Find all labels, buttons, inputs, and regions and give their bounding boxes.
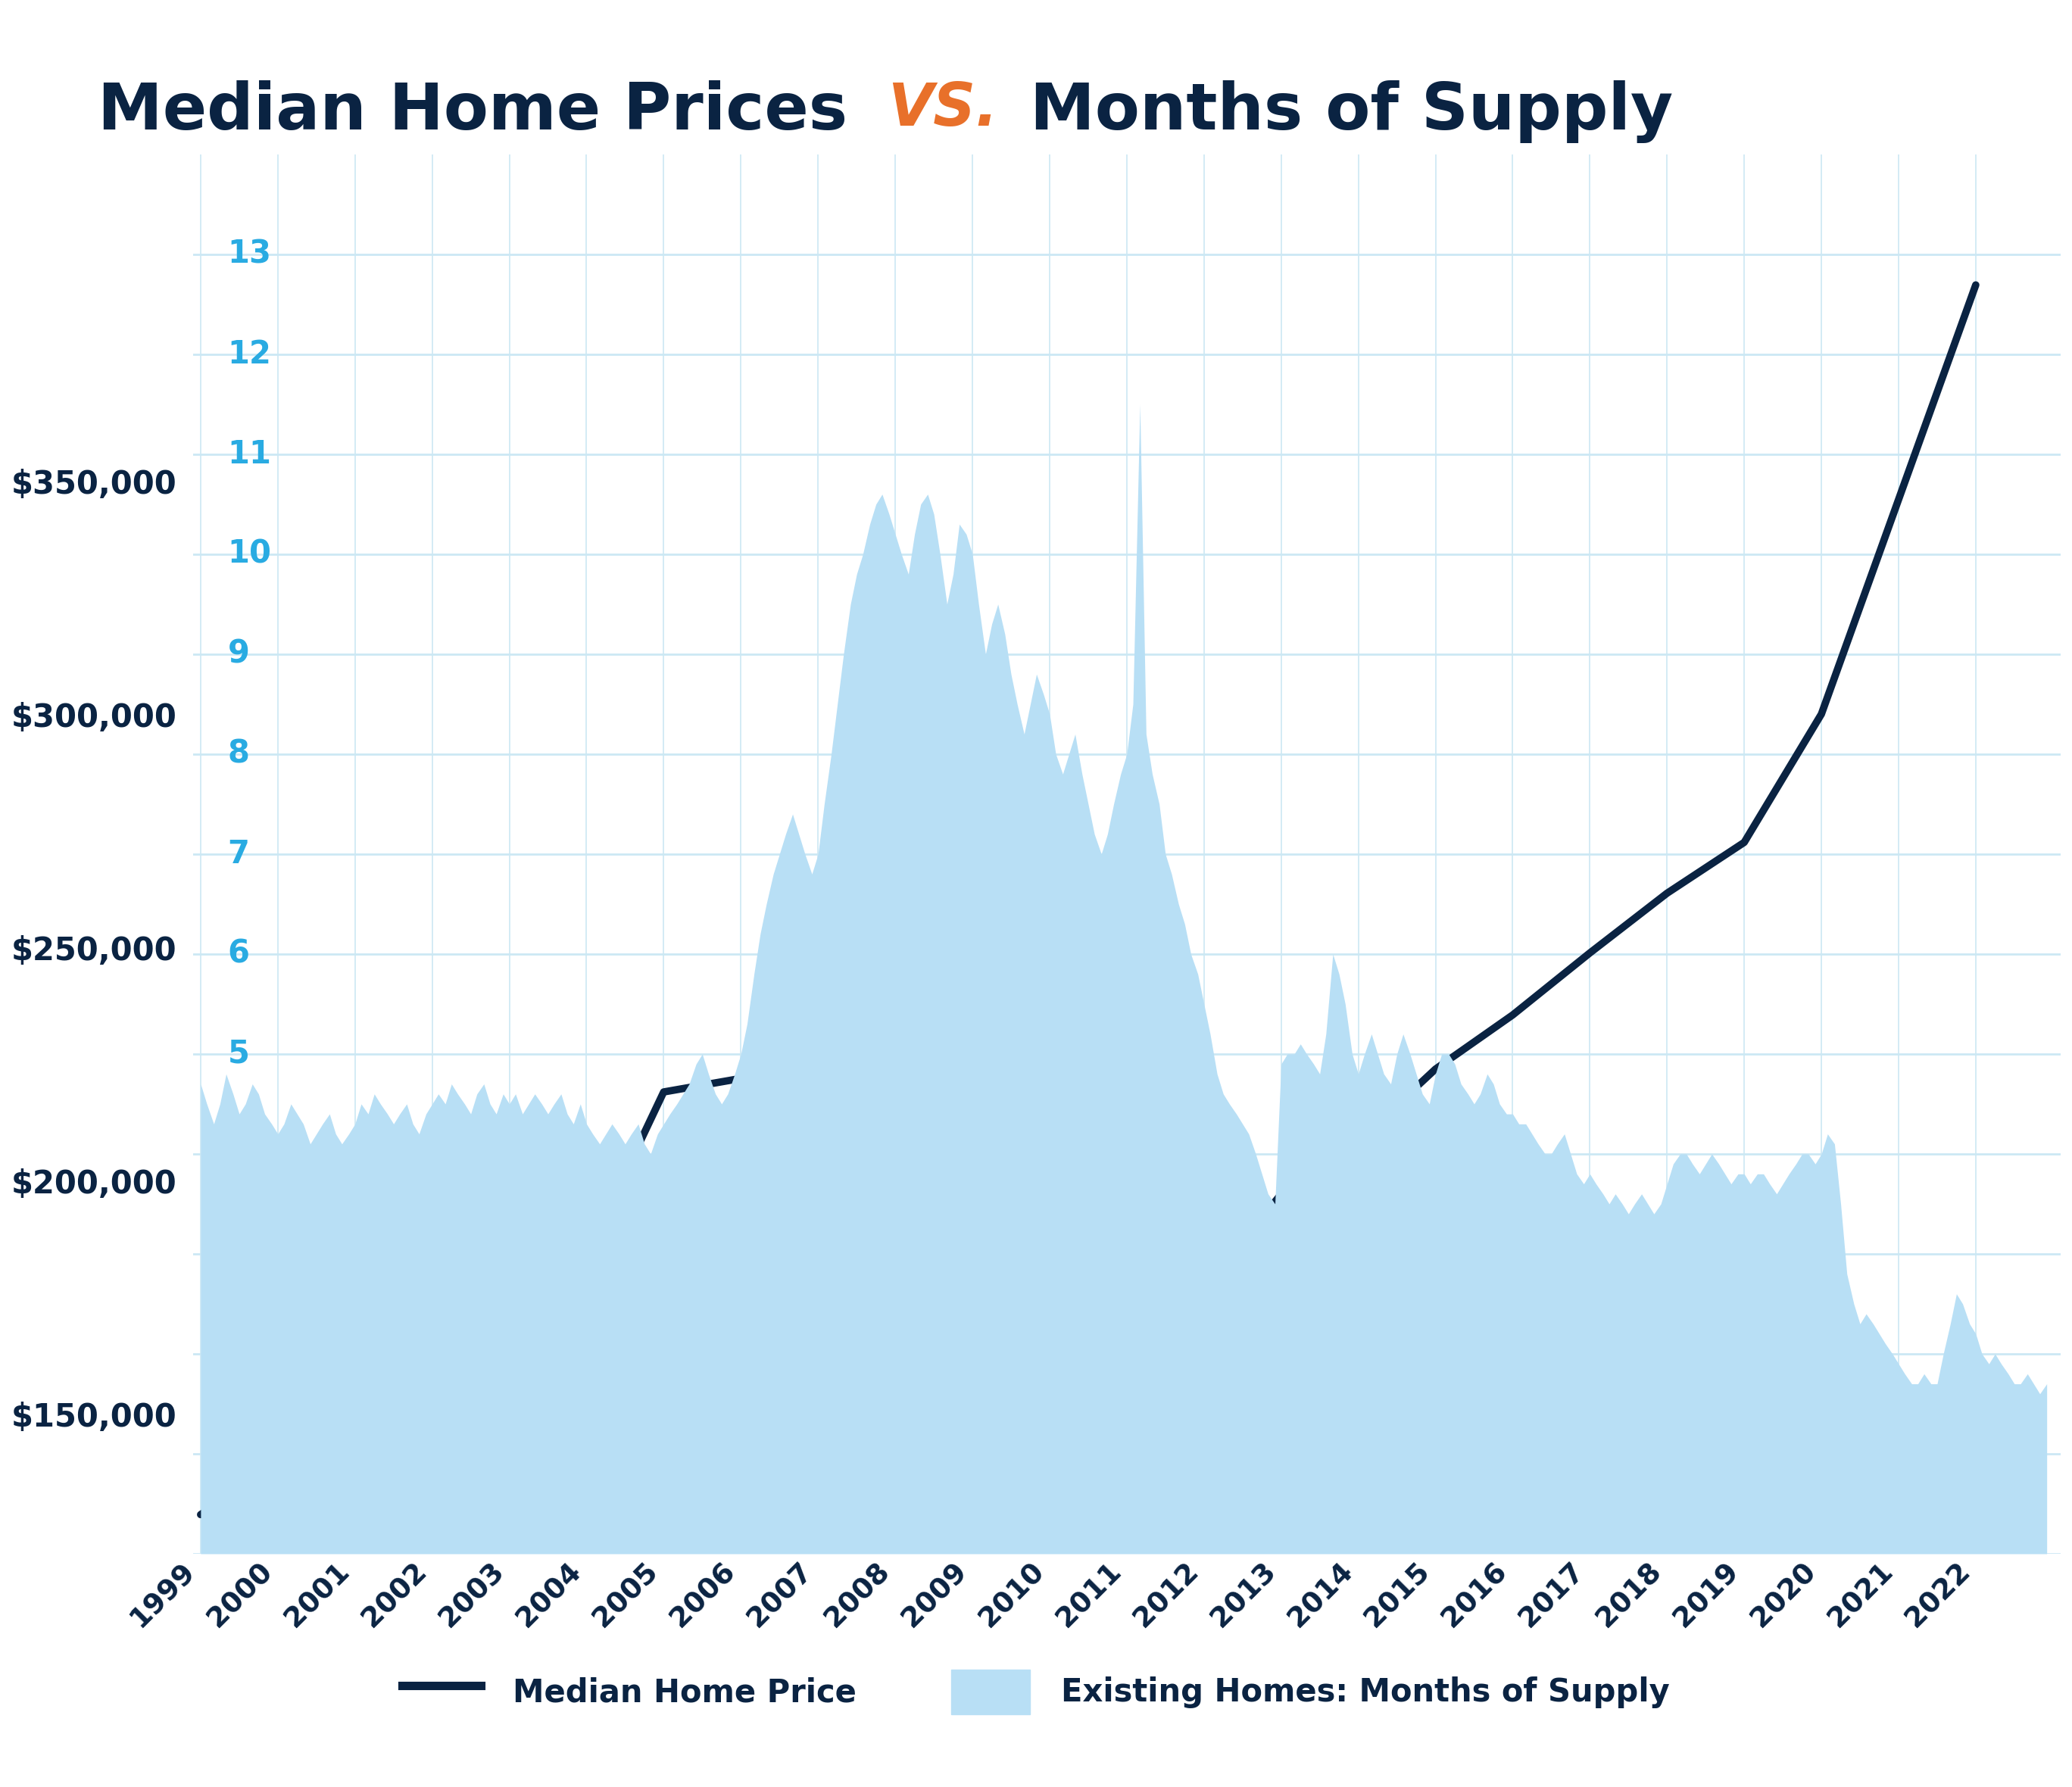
Text: 2: 2 (228, 1338, 249, 1371)
Text: 1: 1 (228, 1439, 249, 1469)
Text: 3: 3 (228, 1238, 249, 1271)
Text: 7: 7 (228, 838, 249, 870)
Text: 9: 9 (228, 638, 249, 670)
Text: 8: 8 (228, 738, 249, 770)
Text: 12: 12 (228, 338, 271, 370)
Text: Months of Supply: Months of Supply (984, 80, 1672, 143)
Text: 13: 13 (228, 238, 271, 270)
Text: 5: 5 (228, 1038, 249, 1070)
Text: VS.: VS. (887, 80, 999, 138)
Text: 10: 10 (228, 538, 271, 570)
Text: Median Home Prices: Median Home Prices (97, 80, 870, 143)
Text: 11: 11 (228, 438, 271, 470)
Text: 6: 6 (228, 938, 249, 970)
Text: 4: 4 (228, 1138, 249, 1170)
Legend: Median Home Price, Existing Homes: Months of Supply: Median Home Price, Existing Homes: Month… (390, 1657, 1682, 1726)
